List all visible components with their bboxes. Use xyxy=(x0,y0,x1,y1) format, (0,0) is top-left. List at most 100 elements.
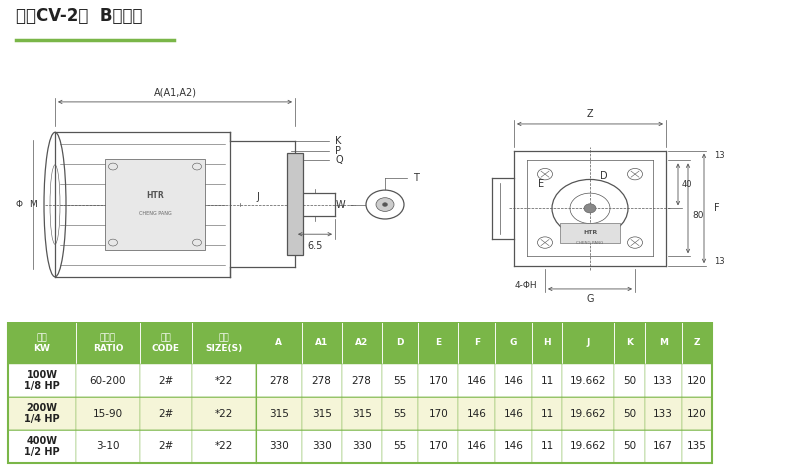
Bar xyxy=(418,364,458,397)
Text: 146: 146 xyxy=(467,376,486,386)
Text: H: H xyxy=(543,338,551,347)
Text: 40: 40 xyxy=(682,180,693,189)
Bar xyxy=(682,322,712,364)
Bar xyxy=(458,364,495,397)
Circle shape xyxy=(366,190,404,219)
Text: 135: 135 xyxy=(687,441,706,452)
Text: 50: 50 xyxy=(623,441,636,452)
Text: 11: 11 xyxy=(541,409,554,418)
Bar xyxy=(458,430,495,463)
Bar xyxy=(382,364,418,397)
Text: 133: 133 xyxy=(654,409,673,418)
Bar xyxy=(342,430,382,463)
Bar xyxy=(8,322,76,364)
Bar xyxy=(140,430,192,463)
Circle shape xyxy=(382,203,387,206)
Text: 330: 330 xyxy=(269,441,289,452)
Text: 170: 170 xyxy=(429,441,448,452)
Bar xyxy=(382,397,418,430)
Text: 400W
1/2 HP: 400W 1/2 HP xyxy=(24,436,60,457)
Bar xyxy=(495,430,532,463)
Bar xyxy=(256,322,302,364)
Bar xyxy=(287,153,303,255)
Bar xyxy=(562,397,614,430)
Text: 120: 120 xyxy=(687,376,706,386)
Text: 11: 11 xyxy=(541,441,554,452)
Text: 100W
1/8 HP: 100W 1/8 HP xyxy=(24,370,60,391)
Bar xyxy=(614,397,645,430)
Bar xyxy=(8,322,712,463)
Text: 170: 170 xyxy=(429,409,448,418)
Text: 15-90: 15-90 xyxy=(93,409,123,418)
Text: 60-200: 60-200 xyxy=(90,376,126,386)
Text: A1: A1 xyxy=(315,338,328,347)
Bar xyxy=(532,364,562,397)
Text: Q: Q xyxy=(335,156,342,165)
Bar xyxy=(302,364,342,397)
Bar xyxy=(342,397,382,430)
Circle shape xyxy=(376,198,394,212)
Text: P: P xyxy=(335,145,341,156)
Bar xyxy=(8,430,76,463)
Text: 278: 278 xyxy=(312,376,331,386)
Text: 馬力
KW: 馬力 KW xyxy=(34,333,50,353)
Text: E: E xyxy=(538,179,544,189)
Bar xyxy=(256,430,302,463)
Bar xyxy=(105,159,205,250)
Text: 146: 146 xyxy=(504,409,523,418)
Bar xyxy=(562,430,614,463)
Bar xyxy=(342,322,382,364)
Bar xyxy=(532,322,562,364)
Bar xyxy=(682,397,712,430)
Text: 55: 55 xyxy=(394,376,406,386)
Bar xyxy=(532,397,562,430)
Bar xyxy=(560,223,620,243)
Bar xyxy=(302,397,342,430)
Text: 330: 330 xyxy=(312,441,331,452)
Text: 19.662: 19.662 xyxy=(570,441,606,452)
Text: 3-10: 3-10 xyxy=(96,441,120,452)
Text: 315: 315 xyxy=(352,409,371,418)
Text: J: J xyxy=(257,192,259,202)
Text: 19.662: 19.662 xyxy=(570,409,606,418)
Text: Z: Z xyxy=(694,338,700,347)
Text: 50: 50 xyxy=(623,376,636,386)
Text: 170: 170 xyxy=(429,376,448,386)
Text: 278: 278 xyxy=(269,376,289,386)
Circle shape xyxy=(584,204,596,213)
Text: 146: 146 xyxy=(504,441,523,452)
Bar xyxy=(645,430,682,463)
Text: K: K xyxy=(335,137,342,146)
Bar xyxy=(76,322,140,364)
Text: M: M xyxy=(658,338,668,347)
Bar xyxy=(76,397,140,430)
Bar xyxy=(682,364,712,397)
Text: 2#: 2# xyxy=(158,441,174,452)
Bar xyxy=(614,430,645,463)
Text: 55: 55 xyxy=(394,441,406,452)
Bar xyxy=(342,364,382,397)
Bar xyxy=(562,364,614,397)
Text: 133: 133 xyxy=(654,376,673,386)
Text: D: D xyxy=(600,171,608,181)
Bar xyxy=(192,430,256,463)
Text: HTR: HTR xyxy=(146,191,164,200)
Text: 19.662: 19.662 xyxy=(570,376,606,386)
Text: 55: 55 xyxy=(394,409,406,418)
Text: 13: 13 xyxy=(714,151,725,160)
Bar xyxy=(256,397,302,430)
Text: 2#: 2# xyxy=(158,409,174,418)
Bar xyxy=(562,322,614,364)
Text: *22: *22 xyxy=(215,376,233,386)
Bar xyxy=(418,430,458,463)
Text: 4-ΦH: 4-ΦH xyxy=(514,281,537,290)
Bar xyxy=(458,322,495,364)
Text: A: A xyxy=(275,338,282,347)
Text: 200W
1/4 HP: 200W 1/4 HP xyxy=(24,403,60,425)
Bar xyxy=(458,397,495,430)
Text: K: K xyxy=(626,338,633,347)
Text: CHENG PANG: CHENG PANG xyxy=(576,241,604,245)
Bar xyxy=(140,322,192,364)
Text: W: W xyxy=(335,199,345,210)
Bar xyxy=(614,364,645,397)
